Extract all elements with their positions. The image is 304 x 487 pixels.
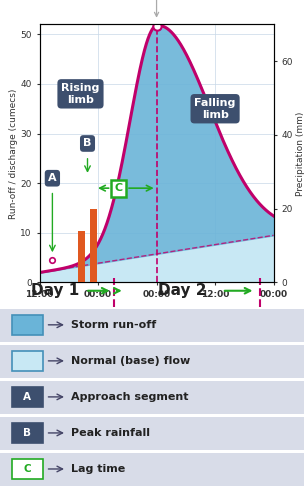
Text: B: B bbox=[23, 428, 31, 438]
Text: Day 2: Day 2 bbox=[158, 283, 207, 298]
Text: Lag time: Lag time bbox=[71, 464, 126, 474]
Text: Approach segment: Approach segment bbox=[71, 392, 189, 402]
Bar bbox=[0, 381, 304, 414]
Bar bbox=[90, 209, 97, 282]
Text: Peak rainfall: Peak rainfall bbox=[71, 428, 150, 438]
Bar bbox=[0, 417, 304, 450]
Bar bbox=[12, 351, 43, 371]
Text: Rising
limb: Rising limb bbox=[61, 83, 100, 105]
Bar bbox=[12, 423, 43, 443]
Y-axis label: Precipitation (mm): Precipitation (mm) bbox=[295, 111, 304, 196]
Bar bbox=[0, 453, 304, 486]
Text: Normal (base) flow: Normal (base) flow bbox=[71, 356, 191, 366]
Text: Day 1: Day 1 bbox=[31, 283, 79, 298]
Text: Storm run-off: Storm run-off bbox=[71, 320, 157, 330]
Bar bbox=[78, 231, 85, 282]
Bar bbox=[12, 459, 43, 479]
Bar bbox=[12, 315, 43, 335]
Bar bbox=[0, 345, 304, 378]
Text: Falling
limb: Falling limb bbox=[194, 98, 236, 119]
Text: C: C bbox=[115, 183, 123, 193]
Bar bbox=[0, 309, 304, 342]
Text: B: B bbox=[83, 138, 92, 149]
Y-axis label: Run-off / discharge (cumecs): Run-off / discharge (cumecs) bbox=[9, 88, 18, 219]
Text: A: A bbox=[23, 392, 31, 402]
Bar bbox=[12, 387, 43, 407]
Text: Peak discharge: Peak discharge bbox=[112, 0, 202, 17]
Text: A: A bbox=[48, 173, 57, 183]
Text: C: C bbox=[23, 464, 31, 474]
